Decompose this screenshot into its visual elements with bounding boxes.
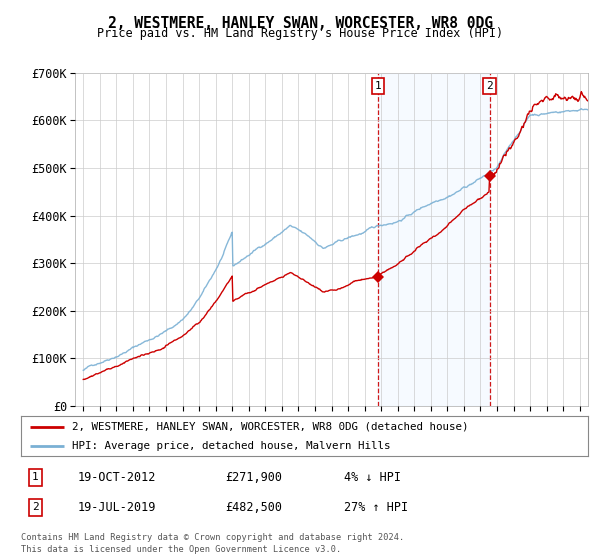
Text: 2, WESTMERE, HANLEY SWAN, WORCESTER, WR8 0DG: 2, WESTMERE, HANLEY SWAN, WORCESTER, WR8…	[107, 16, 493, 31]
Text: £482,500: £482,500	[225, 501, 282, 514]
Text: Contains HM Land Registry data © Crown copyright and database right 2024.: Contains HM Land Registry data © Crown c…	[21, 533, 404, 542]
Text: 19-OCT-2012: 19-OCT-2012	[78, 471, 156, 484]
Text: 4% ↓ HPI: 4% ↓ HPI	[344, 471, 401, 484]
Text: HPI: Average price, detached house, Malvern Hills: HPI: Average price, detached house, Malv…	[72, 441, 391, 451]
Text: 19-JUL-2019: 19-JUL-2019	[78, 501, 156, 514]
Text: 1: 1	[374, 81, 381, 91]
Text: 2: 2	[486, 81, 493, 91]
Text: 27% ↑ HPI: 27% ↑ HPI	[344, 501, 409, 514]
Text: 2, WESTMERE, HANLEY SWAN, WORCESTER, WR8 0DG (detached house): 2, WESTMERE, HANLEY SWAN, WORCESTER, WR8…	[72, 422, 469, 432]
Text: £271,900: £271,900	[225, 471, 282, 484]
Text: Price paid vs. HM Land Registry's House Price Index (HPI): Price paid vs. HM Land Registry's House …	[97, 27, 503, 40]
Text: This data is licensed under the Open Government Licence v3.0.: This data is licensed under the Open Gov…	[21, 545, 341, 554]
Bar	[378, 73, 490, 406]
Text: 1: 1	[32, 473, 38, 482]
Text: 2: 2	[32, 502, 38, 512]
